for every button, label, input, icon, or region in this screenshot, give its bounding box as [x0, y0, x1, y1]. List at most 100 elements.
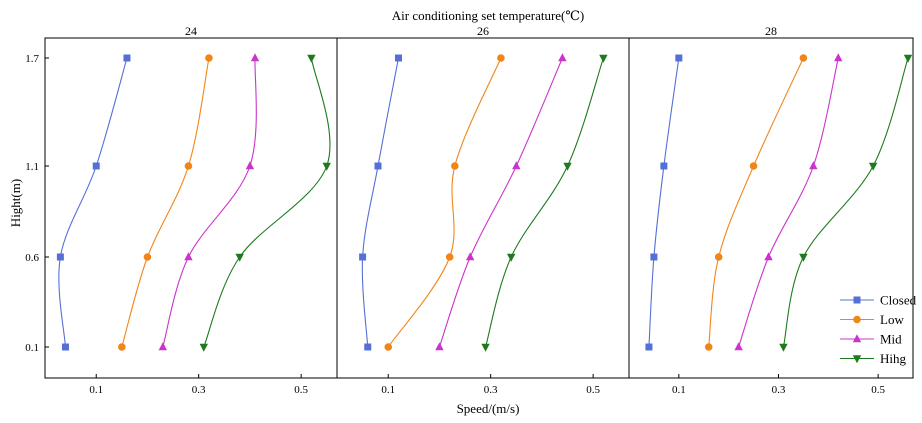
- x-tick-label: 0.1: [381, 384, 395, 396]
- panel-label: 26: [477, 24, 489, 38]
- x-tick-label: 0.3: [484, 384, 498, 396]
- data-point-mid: [734, 342, 743, 351]
- series-line-mid: [162, 57, 257, 348]
- data-point-low: [384, 343, 393, 351]
- chart-title: Air conditioning set temperature(℃): [392, 8, 585, 23]
- data-point-hihg: [563, 162, 572, 171]
- data-point-hihg: [481, 343, 490, 352]
- series-line-mid: [738, 57, 839, 348]
- data-point-mid: [435, 342, 444, 351]
- panel-label: 28: [765, 24, 777, 38]
- y-axis: 0.1 0.6 1.1 1.7: [25, 53, 49, 354]
- series-line-low: [387, 57, 502, 348]
- data-point-mid: [245, 161, 255, 170]
- data-point-hihg: [799, 253, 808, 262]
- data-point-mid: [809, 161, 818, 170]
- data-point-mid: [184, 252, 193, 261]
- data-point-mid: [465, 252, 475, 261]
- data-point-closed: [56, 253, 64, 261]
- legend-item-low: Low: [840, 312, 904, 327]
- data-point-hihg: [599, 54, 608, 63]
- data-point-closed: [675, 54, 683, 62]
- data-point-closed: [92, 162, 100, 170]
- data-point-mid: [764, 252, 773, 261]
- data-point-closed: [364, 343, 372, 351]
- data-point-closed: [645, 343, 653, 351]
- y-tick-label: 1.7: [25, 53, 39, 65]
- x-tick-label: 0.5: [871, 384, 885, 396]
- legend-item-closed: Closed: [840, 293, 917, 308]
- data-point-closed: [660, 162, 668, 170]
- legend: Closed Low Mid Hihg: [840, 293, 917, 366]
- legend-item-mid: Mid: [840, 332, 902, 347]
- panel-label: 24: [185, 24, 197, 38]
- data-point-hihg: [235, 253, 244, 262]
- legend-label: Hihg: [880, 351, 907, 366]
- x-tick-label: 0.3: [772, 384, 786, 396]
- panel-frame: [628, 37, 914, 379]
- x-tick-label: 0.5: [586, 384, 600, 396]
- series-line-closed: [361, 57, 400, 348]
- legend-marker: [853, 296, 861, 304]
- data-point-mid: [158, 342, 168, 351]
- panel-24: 24 0.1 0.3 0.5: [44, 24, 338, 396]
- legend-label: Low: [880, 312, 904, 327]
- series-line-closed: [58, 57, 128, 348]
- data-point-low: [118, 343, 126, 351]
- data-point-low: [184, 162, 193, 170]
- legend-marker: [852, 334, 862, 343]
- legend-item-hihg: Hihg: [840, 351, 907, 366]
- series-line-hihg: [782, 57, 909, 348]
- data-point-low: [704, 343, 713, 351]
- data-point-low: [799, 54, 808, 62]
- data-point-low: [497, 54, 505, 62]
- data-point-hihg: [506, 253, 516, 262]
- y-tick-label: 0.1: [25, 342, 39, 354]
- data-point-closed: [359, 253, 367, 261]
- data-point-hihg: [903, 54, 913, 63]
- y-tick-label: 0.6: [25, 252, 39, 264]
- chart-panels: 24 0.1 0.3 0.5 26 0.1 0.3 0.5 28 0.1 0.3 0.5: [44, 24, 914, 396]
- legend-marker: [853, 315, 861, 324]
- legend-marker: [852, 355, 862, 364]
- legend-label: Closed: [880, 293, 917, 308]
- legend-label: Mid: [880, 332, 902, 347]
- panel-frame: [44, 37, 338, 379]
- data-point-low: [445, 253, 454, 261]
- data-point-mid: [250, 53, 260, 62]
- data-point-mid: [512, 161, 521, 170]
- panel-28: 28 0.1 0.3 0.5: [628, 24, 914, 396]
- y-axis-title: Hight(m): [8, 179, 23, 227]
- panel-frame: [336, 37, 630, 379]
- data-point-low: [451, 162, 459, 170]
- series-line-mid: [438, 57, 563, 348]
- data-point-closed: [61, 343, 69, 351]
- series-line-closed: [648, 57, 680, 348]
- data-point-closed: [650, 253, 658, 261]
- data-point-hihg: [322, 162, 331, 171]
- data-point-hihg: [307, 54, 316, 63]
- data-point-low: [749, 162, 758, 170]
- x-tick-label: 0.1: [89, 384, 103, 396]
- data-point-hihg: [868, 162, 878, 171]
- data-point-closed: [394, 54, 402, 62]
- y-tick-label: 1.1: [25, 161, 39, 173]
- data-point-closed: [374, 162, 382, 170]
- data-point-low: [205, 54, 213, 62]
- data-point-mid: [558, 53, 567, 62]
- series-line-low: [708, 57, 804, 348]
- data-point-hihg: [779, 343, 788, 352]
- series-line-low: [121, 57, 210, 348]
- series-line-hihg: [203, 57, 331, 348]
- x-axis-title: Speed/(m/s): [457, 401, 520, 416]
- x-tick-label: 0.5: [294, 384, 308, 396]
- x-tick-label: 0.3: [192, 384, 206, 396]
- x-tick-label: 0.1: [672, 384, 686, 396]
- data-point-low: [714, 253, 723, 261]
- data-point-hihg: [199, 343, 209, 352]
- panel-26: 26 0.1 0.3 0.5: [336, 24, 630, 396]
- data-point-low: [143, 253, 152, 261]
- data-point-mid: [834, 53, 843, 62]
- data-point-closed: [123, 54, 131, 62]
